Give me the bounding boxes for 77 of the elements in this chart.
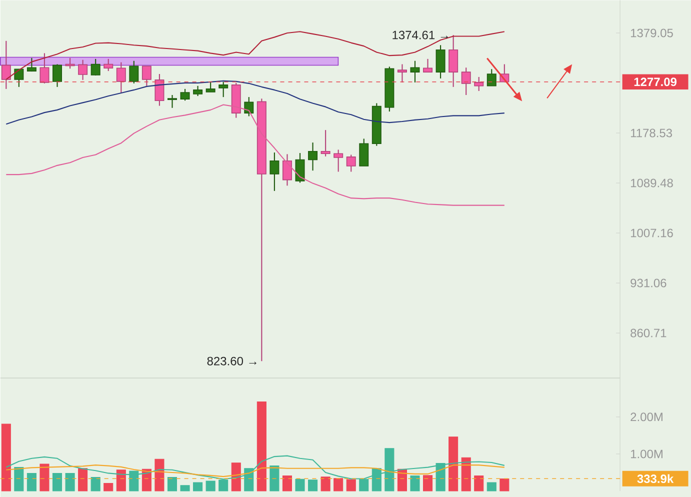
bar <box>52 472 62 492</box>
candlestick <box>52 64 62 88</box>
candlestick <box>448 34 458 88</box>
bar <box>180 485 190 492</box>
bar <box>14 467 24 492</box>
candlestick <box>308 142 318 172</box>
y-tick-label: 2.00M <box>630 412 662 422</box>
candlestick <box>474 76 484 92</box>
bar <box>270 466 280 492</box>
bar <box>410 476 420 492</box>
bar <box>346 479 356 492</box>
y-tick-label: 860.71 <box>630 328 666 338</box>
bar <box>26 472 36 492</box>
y-tick-label: 1.00M <box>631 450 662 458</box>
y-tick-label: 1089.48 <box>631 178 673 188</box>
bar <box>90 477 100 492</box>
bar <box>461 457 471 492</box>
bar <box>500 478 510 492</box>
candlestick <box>397 64 407 83</box>
candlestick <box>90 58 100 76</box>
candlestick <box>167 94 177 108</box>
bar <box>206 480 216 492</box>
bar <box>448 436 458 492</box>
bar <box>193 482 203 492</box>
candlestick <box>410 60 420 83</box>
bar <box>334 478 344 492</box>
bar <box>65 472 75 492</box>
bar <box>295 478 305 492</box>
candlestick <box>129 60 139 84</box>
candlestick <box>423 58 433 73</box>
candlestick <box>14 68 24 88</box>
bar <box>40 464 50 492</box>
candlestick <box>320 130 330 157</box>
candlestick <box>1 40 11 90</box>
annotation: 823.60 → <box>207 356 256 366</box>
bar <box>167 477 178 492</box>
bar <box>78 468 88 492</box>
bar <box>474 476 484 492</box>
ref-line-label: 1277.09 <box>634 78 677 86</box>
bar <box>231 462 241 492</box>
candlestick <box>359 138 369 167</box>
candlestick <box>193 85 203 97</box>
bar <box>320 476 330 492</box>
bar <box>116 470 126 492</box>
candlestick <box>206 81 216 92</box>
candlestick <box>116 62 126 94</box>
candlestick <box>78 59 88 80</box>
bar <box>104 482 114 492</box>
bar <box>282 476 292 492</box>
bar <box>308 480 318 492</box>
candlestick <box>218 81 228 98</box>
candlestick <box>334 149 344 172</box>
bar <box>486 482 496 492</box>
candlestick <box>244 96 254 117</box>
candlestick <box>436 44 446 79</box>
candlestick <box>282 154 292 186</box>
y-tick-label: 1379.05 <box>631 28 673 38</box>
candlestick <box>461 67 471 96</box>
candlestick <box>270 152 280 192</box>
candlestick <box>40 52 50 84</box>
ref-line-label: 333.9k <box>637 474 674 484</box>
y-tick-label: 931.06 <box>630 278 666 288</box>
bar <box>422 475 433 492</box>
y-tick-label: 1007.16 <box>631 228 673 238</box>
bar <box>256 401 266 492</box>
candlestick <box>142 66 152 86</box>
candlestick <box>180 88 190 102</box>
annotation: 1374.61 → <box>392 30 448 40</box>
candlestick <box>26 57 36 72</box>
candlestick <box>104 58 114 72</box>
bar <box>154 458 164 492</box>
y-tick-label: 1178.53 <box>631 128 672 138</box>
candlestick <box>65 57 75 70</box>
bar <box>1 424 11 492</box>
candlestick <box>154 73 164 106</box>
candlestick <box>486 68 496 86</box>
candlestick <box>346 154 356 172</box>
